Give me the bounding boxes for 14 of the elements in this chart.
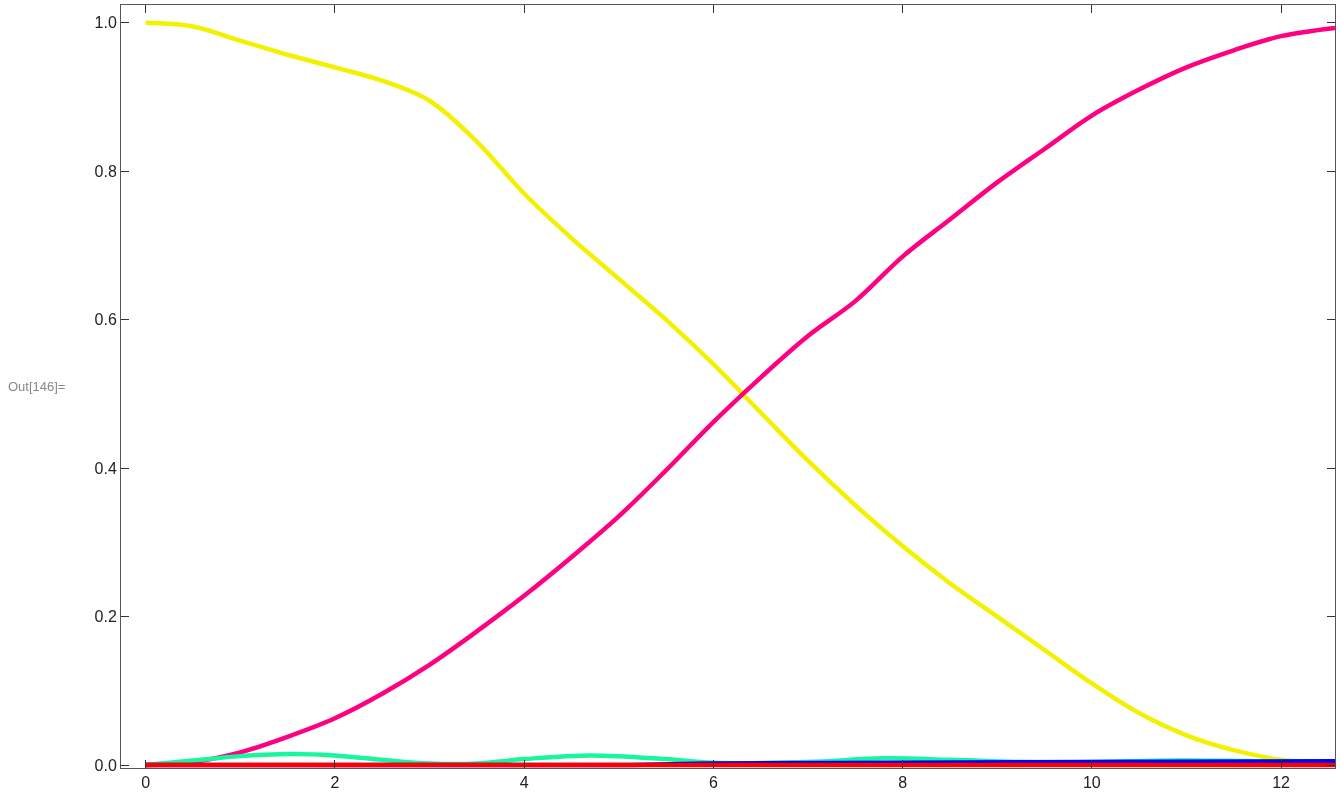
x-tick-label: 10 bbox=[1082, 774, 1101, 792]
y-tick-label: 0.8 bbox=[94, 162, 117, 180]
y-tick-label: 1.0 bbox=[94, 14, 117, 32]
y-tick-label: 0.4 bbox=[94, 459, 117, 477]
y-tick-label: 0.6 bbox=[94, 311, 117, 329]
x-tick-label: 12 bbox=[1272, 774, 1291, 792]
y-tick-label: 0.0 bbox=[94, 756, 117, 774]
y-tick-label: 0.2 bbox=[94, 608, 117, 626]
x-tick-label: 8 bbox=[898, 774, 908, 792]
x-tick-label: 4 bbox=[519, 774, 529, 792]
x-tick-label: 2 bbox=[330, 774, 340, 792]
x-tick-label: 6 bbox=[708, 774, 718, 792]
x-tick-label: 0 bbox=[141, 774, 151, 792]
text: Out[146]= bbox=[8, 379, 66, 394]
